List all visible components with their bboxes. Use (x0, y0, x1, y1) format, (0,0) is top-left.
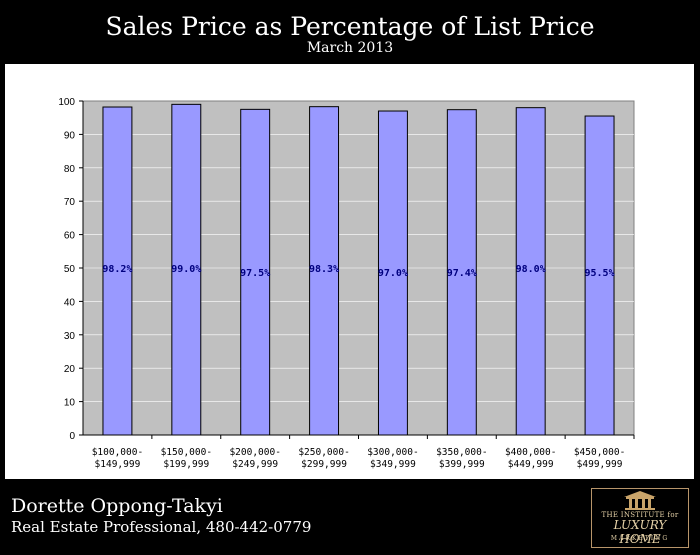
institute-logo: THE INSTITUTE for LUXURY HOME MARKETING (591, 488, 689, 548)
x-tick-label: $250,000- (298, 447, 349, 458)
y-tick-label: 70 (64, 197, 76, 208)
x-tick-label: $499,999 (577, 459, 623, 470)
data-label: 97.5% (240, 268, 270, 279)
y-tick-label: 40 (64, 297, 76, 308)
data-label: 97.4% (447, 268, 477, 279)
agent-contact: Real Estate Professional, 480-442-0779 (11, 518, 312, 536)
x-tick-label: $349,999 (370, 459, 416, 470)
data-label: 95.5% (585, 268, 615, 279)
x-tick-label: $300,000- (367, 447, 418, 458)
x-tick-label: $200,000- (229, 447, 280, 458)
y-tick-label: 90 (64, 130, 76, 141)
y-tick-label: 20 (64, 364, 76, 375)
x-tick-label: $100,000- (92, 447, 143, 458)
x-tick-label: $149,999 (95, 459, 141, 470)
y-tick-label: 30 (64, 331, 76, 342)
data-label: 98.3% (309, 264, 339, 275)
data-label: 98.0% (516, 264, 546, 275)
logo-line3: MARKETING (610, 535, 670, 542)
bar (515, 107, 546, 436)
x-tick-label: $150,000- (161, 447, 212, 458)
chart-panel: 0 10 20 30 40 50 60 70 80 90 100 98.2% $100,000- $149… (5, 64, 694, 479)
x-tick-label: $249,999 (232, 459, 278, 470)
y-tick-label: 50 (64, 264, 76, 275)
bar (240, 108, 271, 436)
bar (377, 110, 408, 436)
bar (102, 106, 133, 436)
y-tick-label: 0 (69, 431, 75, 442)
bar (309, 106, 340, 436)
column-building-icon (624, 491, 656, 510)
x-tick-label: $299,999 (301, 459, 347, 470)
x-tick-label: $449,999 (508, 459, 554, 470)
bar (171, 103, 202, 436)
x-tick-label: $399,999 (439, 459, 485, 470)
data-label: 97.0% (378, 268, 408, 279)
x-tick-label: $400,000- (505, 447, 556, 458)
y-tick-label: 60 (64, 231, 76, 242)
y-tick-label: 80 (64, 164, 76, 175)
chart-title: Sales Price as Percentage of List Price (105, 12, 595, 41)
bar (584, 115, 615, 436)
agent-name: Dorette Oppong-Takyi (11, 495, 223, 517)
logo-line2: LUXURY HOME (613, 518, 667, 546)
data-label: 99.0% (171, 264, 201, 275)
bar (446, 109, 477, 436)
y-tick-label: 10 (64, 398, 76, 409)
bar-chart: 0 10 20 30 40 50 60 70 80 90 100 98.2% $100,000-$149… (58, 97, 635, 470)
chart-subtitle: March 2013 (306, 40, 394, 56)
x-tick-label: $350,000- (436, 447, 487, 458)
x-tick-label: $199,999 (163, 459, 209, 470)
logo-line1: THE INSTITUTE for (601, 511, 679, 519)
x-tick-label: $450,000- (574, 447, 625, 458)
data-label: 98.2% (102, 264, 132, 275)
y-tick-label: 100 (58, 97, 75, 108)
